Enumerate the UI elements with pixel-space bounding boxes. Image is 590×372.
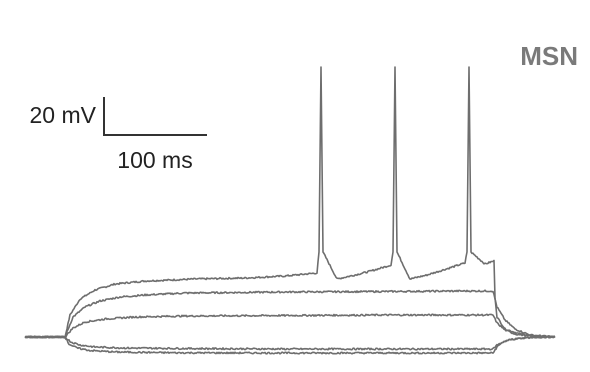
voltage-trace-1	[24, 66, 556, 339]
voltage-trace-5	[24, 335, 556, 355]
scale-bar: 20 mV 100 ms	[30, 97, 207, 173]
scale-bar-time-label: 100 ms	[117, 147, 192, 173]
voltage-trace-3	[24, 313, 556, 339]
chart-title: MSN	[520, 41, 578, 71]
voltage-trace-2	[24, 289, 556, 339]
scale-bar-voltage-label: 20 mV	[30, 102, 97, 128]
voltage-trace-4	[24, 335, 556, 351]
voltage-traces	[24, 66, 556, 355]
